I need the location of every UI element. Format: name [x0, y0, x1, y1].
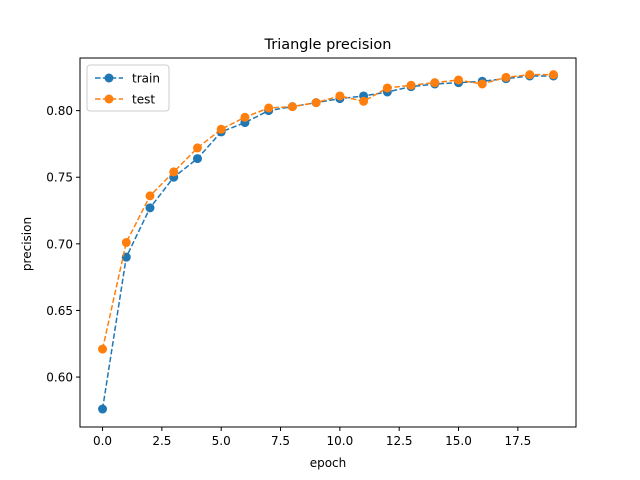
data-point-test-5 — [216, 124, 226, 134]
data-point-test-16 — [477, 79, 487, 89]
x-tick-label-5: 12.5 — [386, 434, 413, 448]
x-tick-label-1: 2.5 — [152, 434, 171, 448]
data-point-train-0 — [98, 404, 108, 414]
x-tick-label-4: 10.0 — [327, 434, 354, 448]
legend-marker-train — [104, 73, 114, 83]
x-axis-title: epoch — [310, 456, 347, 470]
data-point-test-4 — [192, 143, 202, 153]
series-line-test — [101, 73, 554, 350]
data-point-test-6 — [240, 112, 250, 122]
data-point-test-7 — [264, 103, 274, 113]
data-point-test-14 — [430, 78, 440, 88]
x-tick-label-7: 17.5 — [504, 434, 531, 448]
x-axis: 0.0 2.5 5.0 7.5 10.0 12.5 15.0 17.5 — [93, 427, 531, 448]
data-point-test-12 — [382, 83, 392, 93]
y-tick-label-2: 0.70 — [46, 237, 73, 251]
data-point-train-4 — [192, 154, 202, 164]
data-point-test-0 — [98, 344, 108, 354]
data-point-test-9 — [311, 98, 321, 108]
plot-frame — [79, 57, 577, 428]
y-tick-label-1: 0.65 — [46, 304, 73, 318]
legend-label-test: test — [132, 93, 155, 107]
data-point-test-13 — [406, 80, 416, 90]
plot-area — [79, 57, 577, 428]
y-tick-label-3: 0.75 — [46, 171, 73, 185]
legend-label-train: train — [132, 72, 160, 86]
data-point-test-10 — [335, 91, 345, 101]
x-tick-label-0: 0.0 — [93, 434, 112, 448]
y-tick-label-0: 0.60 — [46, 371, 73, 385]
x-tick-label-2: 5.0 — [212, 434, 231, 448]
y-axis: 0.60 0.65 0.70 0.75 0.80 — [46, 104, 80, 385]
y-tick-label-4: 0.80 — [46, 104, 73, 118]
data-point-test-19 — [548, 70, 558, 80]
data-point-test-1 — [121, 238, 131, 247]
data-point-test-2 — [145, 191, 155, 201]
data-point-test-11 — [359, 96, 369, 106]
y-axis-title: precision — [20, 217, 34, 271]
data-point-train-2 — [145, 203, 155, 213]
x-tick-label-3: 7.5 — [271, 434, 290, 448]
x-tick-label-6: 15.0 — [445, 434, 472, 448]
data-point-test-18 — [525, 70, 535, 80]
data-point-test-15 — [454, 75, 464, 85]
chart-title: Triangle precision — [264, 37, 392, 53]
data-point-test-8 — [287, 102, 297, 112]
legend: train test — [86, 64, 170, 112]
data-point-test-3 — [169, 167, 179, 177]
data-point-test-17 — [501, 72, 511, 82]
legend-marker-test — [104, 94, 114, 104]
